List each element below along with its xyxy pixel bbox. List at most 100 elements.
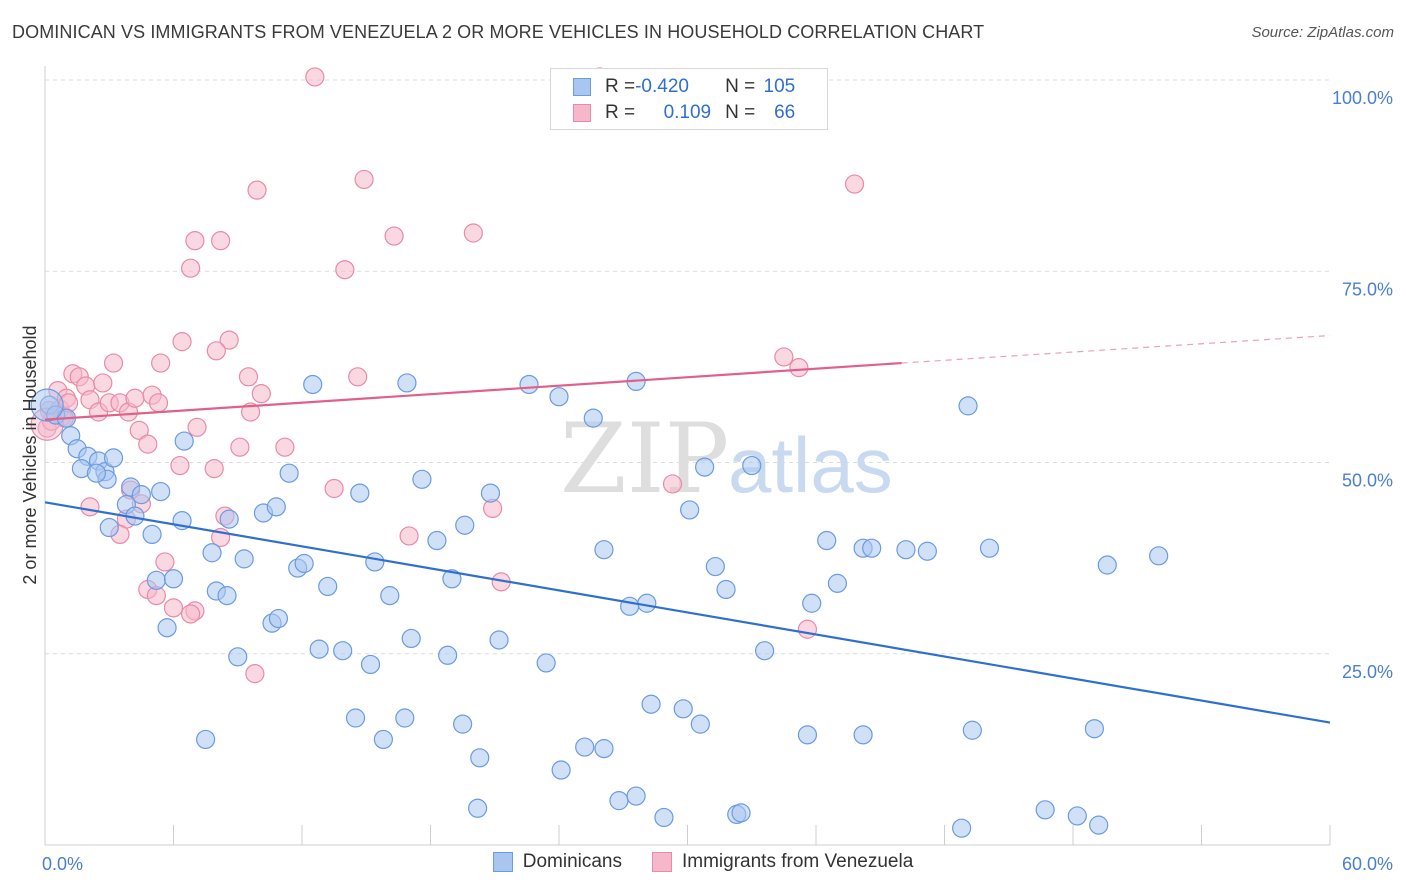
data-point xyxy=(266,497,286,517)
data-point xyxy=(979,538,1000,558)
data-point xyxy=(204,459,224,479)
data-point xyxy=(350,483,370,503)
data-point xyxy=(163,598,184,618)
data-point xyxy=(962,720,982,740)
data-point xyxy=(279,463,299,483)
data-point xyxy=(345,708,366,728)
data-point xyxy=(680,500,700,520)
data-point xyxy=(395,708,415,728)
data-point xyxy=(455,515,475,535)
data-point xyxy=(365,552,385,572)
data-point xyxy=(774,347,794,367)
data-point xyxy=(103,353,124,373)
data-point xyxy=(641,694,661,714)
y-tick-label: 25.0% xyxy=(1342,662,1393,682)
data-point xyxy=(797,619,818,639)
data-point xyxy=(125,388,145,408)
y-tick-label: 50.0% xyxy=(1342,471,1393,491)
data-point xyxy=(690,714,710,734)
data-point xyxy=(442,569,462,589)
data-point xyxy=(917,541,937,561)
data-point xyxy=(789,358,809,378)
axes xyxy=(44,66,1331,846)
legend-swatch-blue xyxy=(573,78,591,96)
data-point xyxy=(172,332,192,352)
data-point xyxy=(662,474,683,494)
series-legend: Dominicans Immigrants from Venezuela xyxy=(0,851,1406,873)
data-point xyxy=(148,393,169,413)
source-label: Source: ZipAtlas.com xyxy=(1251,24,1394,41)
data-point xyxy=(480,483,501,503)
data-point xyxy=(163,569,184,589)
data-point xyxy=(303,374,323,395)
legend-row-dominicans: R = -0.420 N = 105 xyxy=(573,75,795,99)
data-point xyxy=(952,818,972,838)
data-point xyxy=(348,367,368,387)
trend-line-venezuela xyxy=(44,361,902,421)
data-point xyxy=(896,540,916,560)
data-point xyxy=(247,180,267,200)
data-point xyxy=(103,448,124,468)
data-point xyxy=(583,408,603,428)
data-point xyxy=(251,384,271,404)
trend-line-dominicans xyxy=(44,501,1331,724)
data-point xyxy=(333,641,353,661)
data-point xyxy=(1084,719,1105,739)
data-point xyxy=(1035,800,1055,820)
data-point xyxy=(754,641,775,661)
data-point xyxy=(151,353,171,373)
data-point xyxy=(170,455,190,476)
legend-item-dominicans: Dominicans xyxy=(492,851,622,873)
y-tick-label: 100.0% xyxy=(1332,88,1393,108)
data-point xyxy=(131,485,151,505)
data-point xyxy=(551,760,571,780)
data-point xyxy=(234,549,254,569)
data-point xyxy=(309,639,329,659)
data-point-large xyxy=(30,388,64,422)
legend-n-value: 105 xyxy=(763,76,796,97)
data-point xyxy=(862,538,882,558)
data-point xyxy=(695,457,715,477)
data-point xyxy=(536,653,556,673)
data-point xyxy=(230,437,250,457)
legend-row-venezuela: R = 0.109 N = 66 xyxy=(573,101,795,125)
data-point xyxy=(575,737,595,757)
data-point xyxy=(958,396,978,416)
data-point xyxy=(275,437,295,457)
data-point xyxy=(489,630,509,650)
legend-n-label: N = xyxy=(725,102,756,123)
data-point xyxy=(626,786,646,806)
data-point xyxy=(1089,815,1109,835)
x-tick-label: 60.0% xyxy=(1342,854,1393,874)
legend-label-venezuela: Immigrants from Venezuela xyxy=(682,851,914,872)
data-point xyxy=(217,586,237,606)
data-point xyxy=(241,402,261,422)
data-point xyxy=(594,540,614,560)
legend-swatch-pink xyxy=(652,852,672,872)
data-point xyxy=(1067,806,1087,826)
data-point xyxy=(470,748,490,768)
data-point xyxy=(609,791,629,811)
data-point xyxy=(138,434,158,454)
data-point xyxy=(519,374,539,395)
data-point xyxy=(401,628,421,649)
data-point xyxy=(354,169,374,190)
data-point xyxy=(453,714,473,734)
gridlines xyxy=(45,79,1330,655)
data-point xyxy=(1149,546,1169,566)
data-point xyxy=(360,654,381,675)
data-point xyxy=(142,524,162,545)
data-point xyxy=(438,645,458,665)
data-point xyxy=(817,530,837,551)
data-point xyxy=(549,387,569,407)
data-point xyxy=(1097,555,1117,575)
data-point xyxy=(129,420,149,440)
data-point xyxy=(620,596,640,616)
data-point xyxy=(716,579,736,600)
data-point xyxy=(157,618,177,638)
data-point xyxy=(202,543,222,563)
data-point xyxy=(324,478,344,499)
data-point xyxy=(380,586,400,606)
legend-r-label: R = xyxy=(605,102,636,123)
